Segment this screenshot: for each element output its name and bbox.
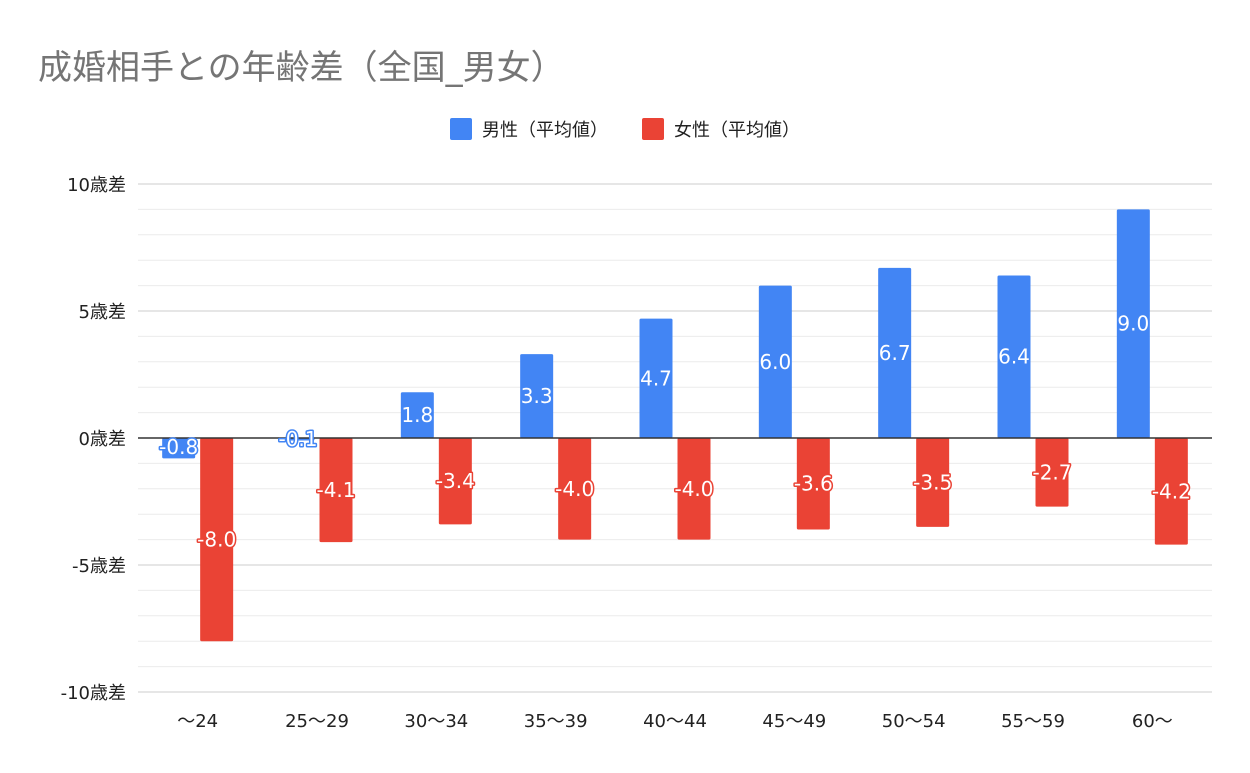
y-tick-label: 10歳差 bbox=[67, 175, 126, 196]
data-label-female: -3.5 bbox=[913, 470, 952, 494]
data-label-male: 9.0 bbox=[1117, 312, 1149, 336]
bar-female bbox=[796, 438, 830, 530]
bar-female bbox=[319, 438, 353, 543]
legend-swatch-female bbox=[642, 118, 664, 140]
bar-female bbox=[1154, 438, 1188, 545]
data-label-female: -4.0 bbox=[674, 477, 713, 501]
bar-female bbox=[677, 438, 711, 540]
bar-female bbox=[1035, 438, 1069, 507]
legend-label-female: 女性（平均値） bbox=[674, 120, 800, 141]
bar-male bbox=[758, 285, 792, 438]
data-label-male: 6.4 bbox=[998, 345, 1030, 369]
legend-item-male[interactable]: 男性（平均値） bbox=[450, 116, 608, 142]
data-label-male: -0.1 bbox=[278, 427, 317, 451]
y-tick-label: -10歳差 bbox=[61, 683, 126, 704]
bar-female bbox=[916, 438, 950, 527]
bar-male bbox=[997, 275, 1031, 438]
x-tick-label: 45～49 bbox=[762, 711, 826, 732]
bar-female bbox=[200, 438, 234, 642]
legend-label-male: 男性（平均値） bbox=[482, 120, 608, 141]
bar-female bbox=[558, 438, 592, 540]
bar-female bbox=[438, 438, 472, 525]
y-tick-label: 0歳差 bbox=[79, 429, 126, 450]
x-tick-label: 40～44 bbox=[643, 711, 707, 732]
bar-male bbox=[520, 354, 554, 438]
data-label-female: -3.4 bbox=[436, 469, 475, 493]
data-label-female: -2.7 bbox=[1032, 460, 1071, 484]
legend-swatch-male bbox=[450, 118, 472, 140]
data-label-female: -8.0 bbox=[197, 528, 236, 552]
chart-legend: 男性（平均値） 女性（平均値） bbox=[0, 112, 1250, 146]
x-tick-label: 50～54 bbox=[882, 711, 946, 732]
x-tick-label: 55～59 bbox=[1001, 711, 1065, 732]
legend-item-female[interactable]: 女性（平均値） bbox=[642, 116, 800, 142]
data-label-female: -3.6 bbox=[794, 472, 833, 496]
bar-male bbox=[639, 318, 673, 438]
data-label-male: 3.3 bbox=[521, 384, 553, 408]
data-label-male: -0.8 bbox=[159, 435, 198, 459]
chart-title: 成婚相手との年齢差（全国_男女） bbox=[38, 48, 565, 88]
x-tick-label: 25～29 bbox=[285, 711, 349, 732]
bar-male bbox=[400, 392, 434, 438]
data-label-male: 6.7 bbox=[879, 341, 911, 365]
data-label-male: 4.7 bbox=[640, 366, 672, 390]
x-tick-label: 35～39 bbox=[524, 711, 588, 732]
data-label-female: -4.0 bbox=[555, 477, 594, 501]
bar-male bbox=[1116, 209, 1150, 438]
data-label-female: -4.2 bbox=[1152, 479, 1191, 503]
data-label-female: -4.1 bbox=[316, 478, 355, 502]
data-label-male: 6.0 bbox=[759, 350, 791, 374]
x-tick-label: 30～34 bbox=[404, 711, 468, 732]
x-tick-label: 60～ bbox=[1132, 711, 1173, 732]
y-tick-label: 5歳差 bbox=[79, 302, 126, 323]
data-label-male: 1.8 bbox=[401, 403, 433, 427]
x-tick-label: ～24 bbox=[177, 711, 218, 732]
y-tick-label: -5歳差 bbox=[72, 556, 126, 577]
bar-male bbox=[162, 438, 196, 459]
bar-male bbox=[878, 267, 912, 438]
